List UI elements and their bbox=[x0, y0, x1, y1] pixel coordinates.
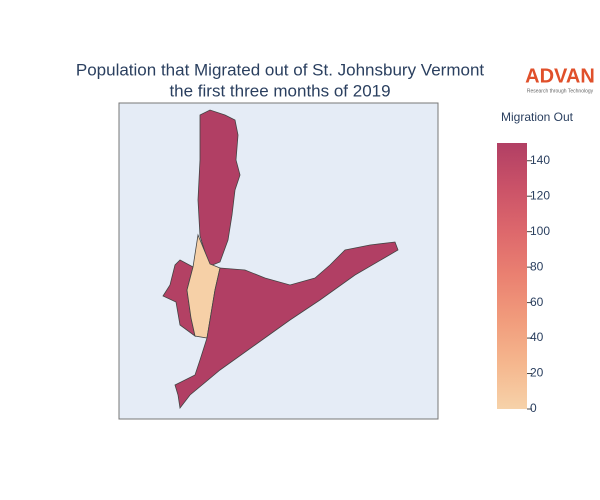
colorbar-tick-label: 0 bbox=[530, 401, 537, 415]
regions bbox=[162, 109, 399, 409]
title-line: Population that Migrated out of St. John… bbox=[76, 60, 485, 79]
colorbar-tick-label: 140 bbox=[530, 153, 550, 167]
logo-tagline: Research through Technology bbox=[527, 88, 594, 94]
region bbox=[197, 109, 241, 267]
colorbar bbox=[497, 143, 527, 409]
colorbar-tick-label: 60 bbox=[530, 295, 544, 309]
map-frame bbox=[118, 102, 439, 420]
region bbox=[174, 241, 399, 409]
colorbar-tick-label: 100 bbox=[530, 224, 550, 238]
colorbar-title: Migration Out bbox=[501, 110, 574, 124]
colorbar-tick-label: 80 bbox=[530, 259, 544, 273]
title-line: the first three months of 2019 bbox=[169, 81, 390, 100]
colorbar-tick-label: 40 bbox=[530, 330, 544, 344]
colorbar-tick-label: 20 bbox=[530, 366, 544, 380]
colorbar-tick-label: 120 bbox=[530, 188, 550, 202]
logo: ADVAN bbox=[525, 65, 595, 87]
